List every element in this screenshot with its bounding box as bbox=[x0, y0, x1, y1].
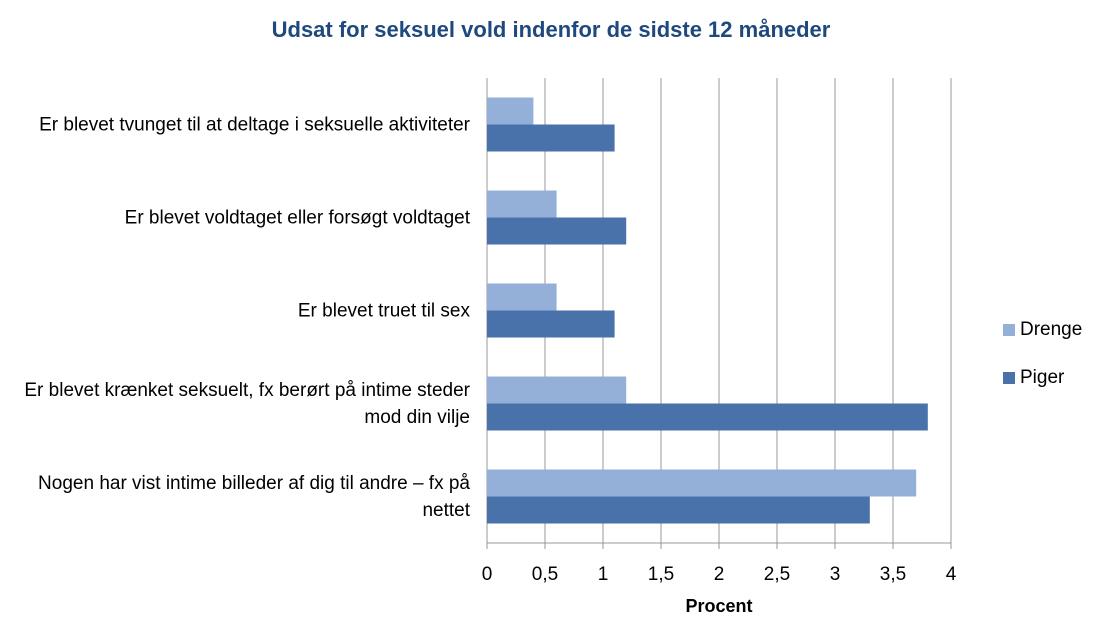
x-tick-label: 3 bbox=[830, 564, 841, 585]
x-tick-label: 1 bbox=[598, 564, 609, 585]
x-tick-label: 3,5 bbox=[880, 564, 906, 585]
x-axis-title: Procent bbox=[685, 596, 752, 616]
y-tick-label: Nogen har vist intime billeder af dig ti… bbox=[38, 472, 470, 521]
bar bbox=[487, 283, 557, 311]
x-tick-label: 2 bbox=[714, 564, 725, 585]
y-tick-label: Er blevet tvunget til at deltage i seksu… bbox=[39, 114, 470, 135]
bar bbox=[487, 217, 627, 245]
bar bbox=[487, 496, 870, 524]
bar bbox=[487, 97, 534, 125]
x-tick-label: 4 bbox=[946, 564, 957, 585]
x-tick-label: 2,5 bbox=[764, 564, 790, 585]
chart-title: Udsat for seksuel vold indenfor de sidst… bbox=[272, 17, 831, 42]
legend-label: Piger bbox=[1020, 367, 1065, 388]
y-tick-label: Er blevet krænket seksuelt, fx berørt på… bbox=[24, 379, 470, 428]
legend-label: Drenge bbox=[1020, 319, 1082, 340]
bar bbox=[487, 469, 917, 497]
x-tick-label: 0 bbox=[482, 564, 493, 585]
y-tick-label: Er blevet voldtaget eller forsøgt voldta… bbox=[124, 207, 470, 228]
bar bbox=[487, 190, 557, 218]
legend-swatch bbox=[1003, 324, 1015, 336]
bar bbox=[487, 376, 627, 404]
bar bbox=[487, 310, 615, 338]
bar bbox=[487, 124, 615, 152]
legend-swatch bbox=[1003, 372, 1015, 384]
x-tick-label: 0,5 bbox=[532, 564, 558, 585]
bar bbox=[487, 403, 928, 431]
y-tick-label: Er blevet truet til sex bbox=[297, 300, 470, 321]
x-tick-label: 1,5 bbox=[648, 564, 674, 585]
